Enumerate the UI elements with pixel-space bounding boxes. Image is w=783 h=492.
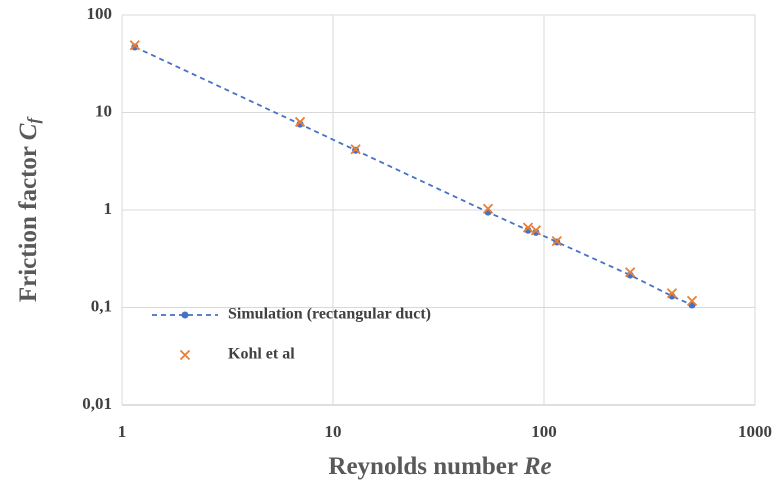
x-tick-label: 100 [531,422,557,441]
data-point [294,116,306,128]
y-tick-label: 100 [87,4,113,23]
data-point [350,144,361,155]
legend-marker [181,311,189,319]
y-tick-label: 0,1 [91,296,112,315]
y-axis-symbol: C [15,123,42,140]
y-axis-title: Friction factor Cf [15,116,43,303]
y-tick-label: 0,01 [82,394,112,413]
x-tick-label: 1 [118,422,127,441]
x-tick-label: 10 [325,422,342,441]
y-axis-title-text: Friction factor [15,146,42,302]
data-point [551,235,562,247]
data-point [129,40,140,51]
data-point [296,120,304,128]
legend-label: Kohl et al [228,346,295,363]
x-axis-symbol: Re [523,453,552,480]
legend-label: Simulation (rectangular duct) [228,306,431,323]
data-point [530,225,542,236]
data-point [686,295,698,306]
data-point [666,288,678,299]
x-axis-title: Reynolds number Re [328,453,551,480]
x-axis-title-text: Reynolds number [328,453,518,480]
y-tick-label: 1 [104,199,113,218]
data-point [482,203,494,214]
x-tick-label: 1000 [738,422,772,441]
data-point [532,228,540,236]
y-tick-label: 10 [95,101,112,120]
legend-marker [179,349,191,361]
data-point [131,43,139,51]
data-point [522,222,534,233]
series-line [134,46,693,306]
data-point [625,267,636,278]
y-axis-subscript: f [24,116,43,124]
